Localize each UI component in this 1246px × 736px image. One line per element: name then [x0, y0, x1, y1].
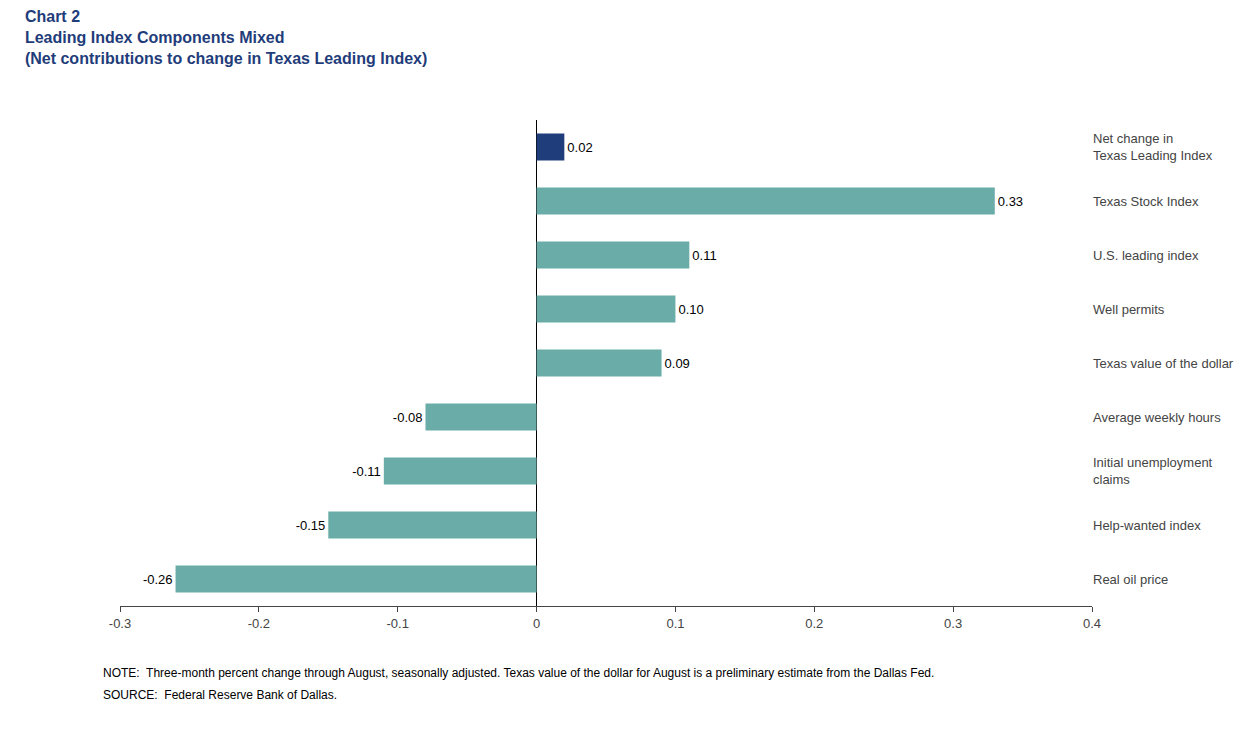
svg-text:Chart 2Leading Index Component: Chart 2Leading Index Components Mixed(Ne…: [25, 8, 427, 67]
svg-text:-0.3: -0.3: [109, 616, 131, 631]
svg-text:Help-wanted index: Help-wanted index: [1093, 518, 1201, 533]
svg-text:U.S. leading index: U.S. leading index: [1093, 248, 1199, 263]
svg-text:0.02: 0.02: [567, 140, 592, 155]
svg-text:0.3: 0.3: [944, 616, 962, 631]
svg-text:Net change inTexas Leading Ind: Net change inTexas Leading Index: [1093, 131, 1213, 163]
svg-text:Well permits: Well permits: [1093, 302, 1165, 317]
svg-text:-0.08: -0.08: [393, 410, 423, 425]
svg-text:0.33: 0.33: [998, 194, 1023, 209]
svg-text:-0.2: -0.2: [248, 616, 270, 631]
svg-text:SOURCE: Federal Reserve Bank: SOURCE: Federal Reserve Bank of Dallas.: [103, 688, 337, 702]
svg-text:0: 0: [533, 616, 540, 631]
svg-text:0.2: 0.2: [805, 616, 823, 631]
svg-text:0.09: 0.09: [665, 356, 690, 371]
svg-text:Real oil price: Real oil price: [1093, 572, 1168, 587]
svg-text:NOTE: Three-month percent cha: NOTE: Three-month percent change through…: [103, 666, 934, 680]
svg-text:0.4: 0.4: [1083, 616, 1101, 631]
svg-text:0.10: 0.10: [678, 302, 703, 317]
svg-text:-0.15: -0.15: [296, 518, 326, 533]
svg-text:Texas value of the dollar: Texas value of the dollar: [1093, 356, 1234, 371]
svg-text:0.11: 0.11: [692, 248, 716, 263]
svg-text:-0.11: -0.11: [352, 464, 381, 479]
svg-text:Average weekly hours: Average weekly hours: [1093, 410, 1221, 425]
svg-text:0.1: 0.1: [666, 616, 684, 631]
svg-text:-0.1: -0.1: [387, 616, 409, 631]
svg-text:-0.26: -0.26: [143, 572, 173, 587]
svg-text:Texas Stock Index: Texas Stock Index: [1093, 194, 1199, 209]
svg-text:Initial unemploymentclaims: Initial unemploymentclaims: [1093, 455, 1213, 487]
